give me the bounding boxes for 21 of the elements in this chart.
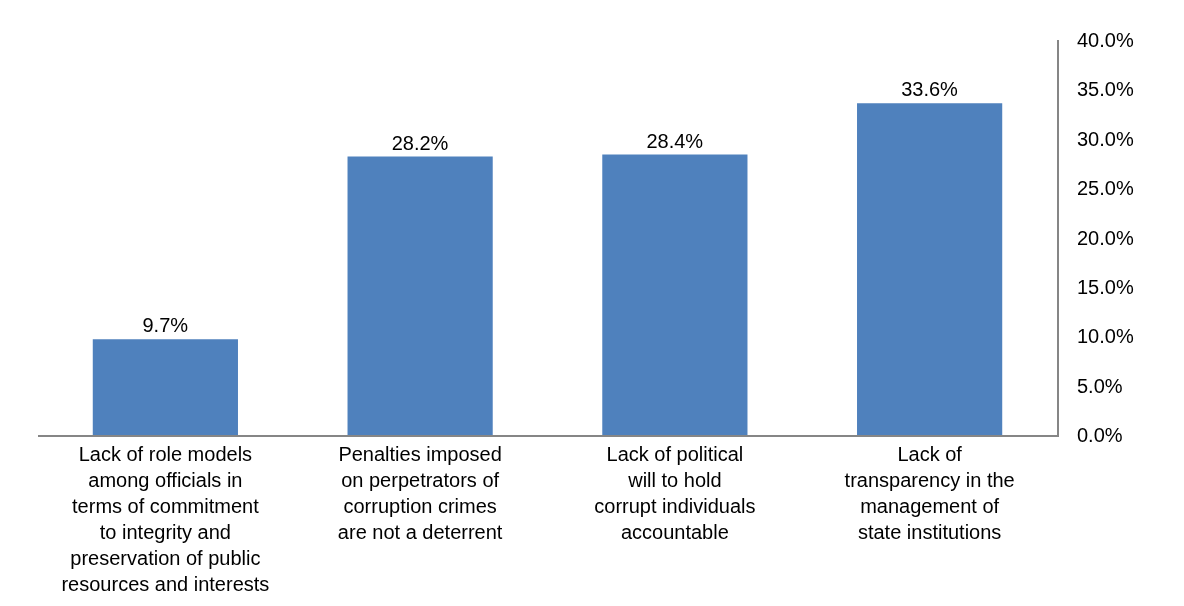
y-tick-label: 20.0% <box>1077 226 1134 249</box>
x-tick-label: Lack of transparency in the management of state institutions <box>844 443 1015 543</box>
y-tick-label: 15.0% <box>1077 275 1134 298</box>
y-tick-label: 0.0% <box>1077 424 1123 446</box>
y-tick-label: 30.0% <box>1077 127 1134 150</box>
y-tick-label: 35.0% <box>1077 78 1134 101</box>
bar <box>92 339 238 435</box>
x-tick-label: Penalties imposed on perpetrators of corruption crimes are not a deterrent <box>337 443 503 543</box>
data-label: 28.4% <box>646 129 704 152</box>
x-tick-label: Lack of political will to hold corrupt individuals accountable <box>594 443 756 543</box>
data-label: 28.2% <box>391 131 449 154</box>
y-tick-label: 5.0% <box>1077 374 1123 397</box>
data-label: 9.7% <box>142 314 189 337</box>
bar <box>602 154 748 435</box>
x-tick-label: Lack of role models among officials in terms of commitment to integrity and preservation of public resources and interests <box>61 443 270 595</box>
y-tick-label: 25.0% <box>1077 177 1134 200</box>
bar <box>347 156 493 435</box>
data-label: 33.6% <box>901 78 959 101</box>
y-tick-label: 40.0% <box>1077 29 1134 51</box>
bar <box>857 103 1003 435</box>
y-tick-label: 10.0% <box>1077 325 1134 348</box>
